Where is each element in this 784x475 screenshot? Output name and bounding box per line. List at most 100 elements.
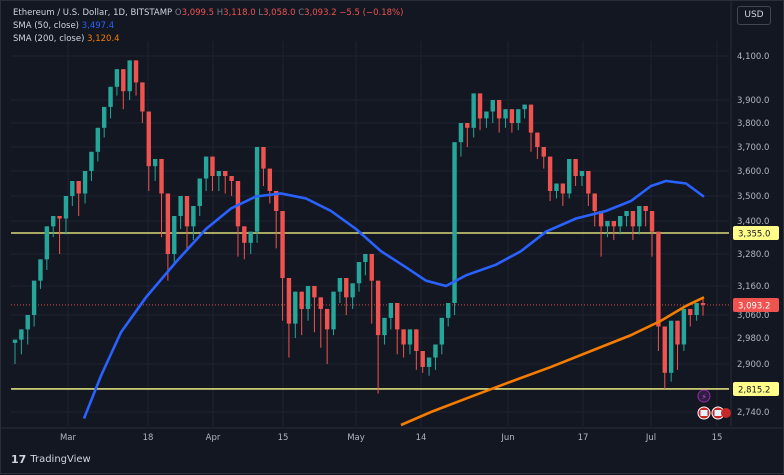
candle-body xyxy=(19,329,24,340)
candle-body xyxy=(312,286,317,298)
event-lightning-icon xyxy=(697,389,711,403)
candle-body xyxy=(509,109,515,123)
candle-body xyxy=(388,303,394,318)
candle-body xyxy=(337,278,343,292)
candle-body xyxy=(44,226,50,260)
last-price-tag: 3,093.2 xyxy=(738,301,770,311)
candle-body xyxy=(522,104,527,110)
candle-body xyxy=(216,171,222,176)
candle-body xyxy=(254,147,260,232)
candle-body xyxy=(675,320,680,345)
currency-button[interactable]: USD xyxy=(737,6,771,25)
candle-body xyxy=(516,109,521,123)
y-tick-label: 3,400.0 xyxy=(737,217,769,227)
candle-body xyxy=(484,111,489,119)
candle-body xyxy=(547,156,553,191)
close-label: C xyxy=(298,8,305,18)
candle-body xyxy=(401,329,406,345)
candle-body xyxy=(344,278,349,298)
candle-body xyxy=(681,308,687,345)
x-tick-label: 17 xyxy=(578,433,589,443)
candle-body xyxy=(649,211,655,232)
candle-body xyxy=(95,127,101,152)
candle-body xyxy=(235,181,241,227)
candle-body xyxy=(178,196,183,216)
candle-body xyxy=(331,291,336,330)
x-tick-label: May xyxy=(347,433,365,443)
y-tick-label: 3,600.0 xyxy=(737,167,769,177)
event-flag-inner xyxy=(700,410,708,416)
event-icons: ⚡ xyxy=(697,389,731,420)
candle-body xyxy=(159,159,164,194)
y-tick-label: 2,740.0 xyxy=(737,408,769,418)
candle-body xyxy=(439,317,445,345)
time-axis[interactable]: Mar 18 Apr 15 May 14 Jun 17 Jul 15 xyxy=(1,427,784,443)
candle-body xyxy=(184,196,190,227)
candle-body xyxy=(191,206,196,227)
candle-body xyxy=(662,326,667,373)
candle-body xyxy=(223,171,228,176)
y-tick-label: 3,500.0 xyxy=(737,192,769,202)
sma50-line xyxy=(82,179,705,419)
candles xyxy=(12,60,706,394)
candle-body xyxy=(477,93,483,119)
candle-body xyxy=(375,280,381,336)
x-tick-label: Jun xyxy=(500,433,514,443)
candle-body xyxy=(146,111,151,167)
candle-body xyxy=(273,191,279,211)
candle-body xyxy=(630,211,636,227)
y-tick-label: 3,900.0 xyxy=(737,96,769,106)
close-value: 3,093.2 xyxy=(304,8,337,18)
candle-body xyxy=(598,211,604,227)
candle-body xyxy=(165,193,171,254)
candle-body xyxy=(267,168,273,191)
candle-body xyxy=(414,329,419,351)
candle-body xyxy=(554,183,559,191)
candle-body xyxy=(82,171,88,194)
candle-body xyxy=(656,231,661,327)
candle-body xyxy=(242,226,247,243)
candle-body xyxy=(299,291,304,309)
y-tick-label: 3,160.0 xyxy=(737,282,769,292)
candle-body xyxy=(38,259,43,281)
legend-ohlc: Ethereum / U.S. Dollar, 1D, BITSTAMP O3,… xyxy=(13,7,403,19)
candle-body xyxy=(133,60,139,83)
legend-sma200[interactable]: SMA (200, close) 3,120.4 xyxy=(13,33,120,45)
price-axis[interactable]: 4,100.0 3,900.0 3,800.0 3,700.0 3,600.0 3,500… xyxy=(730,1,779,426)
horizontal-lines xyxy=(11,232,729,390)
candle-body xyxy=(426,357,432,367)
candle-body xyxy=(51,216,56,227)
candle-body xyxy=(694,303,699,315)
symbol-title: Ethereum / U.S. Dollar, 1D, BITSTAMP xyxy=(13,8,173,18)
candle-body xyxy=(101,106,107,128)
candle-body xyxy=(643,206,648,211)
tradingview-logo-icon: 17 xyxy=(11,453,27,466)
tradingview-brand[interactable]: 17 TradingView xyxy=(11,453,91,466)
candle-body xyxy=(70,181,75,196)
candle-body xyxy=(528,104,534,133)
candle-body xyxy=(395,303,400,330)
candle-body xyxy=(89,151,94,171)
sma50-value: 3,497.4 xyxy=(81,21,115,31)
y-tick-label: 4,100.0 xyxy=(737,52,769,62)
candle-body xyxy=(611,221,617,227)
x-tick-label: 15 xyxy=(712,433,723,443)
candle-body xyxy=(324,308,330,330)
candle-body xyxy=(57,216,62,219)
hline-tag-lower: 2,815.2 xyxy=(738,385,770,395)
candle-body xyxy=(261,147,266,169)
moving-averages xyxy=(82,179,705,427)
hline-tag-upper: 3,355.0 xyxy=(738,230,770,240)
x-tick-label: 15 xyxy=(278,433,289,443)
y-tick-label: 2,980.0 xyxy=(737,334,769,344)
candle-body xyxy=(407,329,413,345)
candle-body xyxy=(76,181,81,194)
legend-sma50[interactable]: SMA (50, close) 3,497.4 xyxy=(13,20,114,32)
candle-body xyxy=(318,297,323,309)
sma200-value: 3,120.4 xyxy=(87,34,120,44)
event-lightning-glyph: ⚡ xyxy=(701,393,707,402)
event-flag-icon-extra xyxy=(721,408,731,418)
candle-body xyxy=(420,351,425,367)
